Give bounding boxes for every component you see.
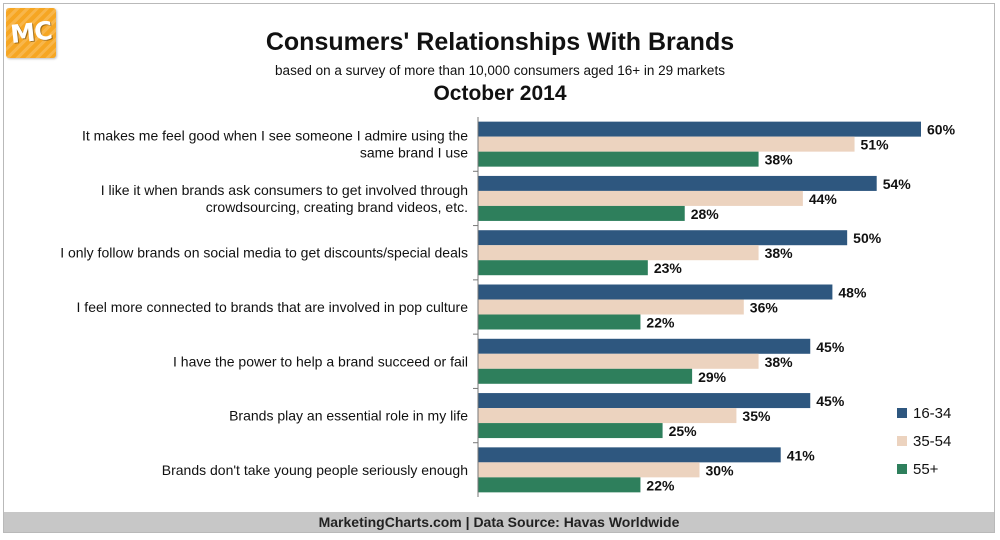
bar-35-54 bbox=[478, 136, 855, 152]
category-label-line: I feel more connected to brands that are… bbox=[77, 299, 469, 315]
category-label: It makes me feel good when I see someone… bbox=[82, 128, 468, 161]
category-label: Brands don't take young people seriously… bbox=[162, 462, 468, 478]
category-label-line: same brand I use bbox=[360, 145, 468, 161]
data-label: 45% bbox=[816, 339, 845, 355]
bar-16-34 bbox=[478, 338, 811, 354]
data-label: 28% bbox=[691, 206, 720, 222]
bar-16-34 bbox=[478, 230, 848, 246]
category-label-line: It makes me feel good when I see someone… bbox=[82, 128, 468, 144]
chart-title: Consumers' Relationships With Brands bbox=[265, 28, 735, 56]
category-label: I like it when brands ask consumers to g… bbox=[101, 182, 468, 215]
bar-16-34 bbox=[478, 121, 921, 137]
data-label: 38% bbox=[765, 354, 794, 370]
category-label-line: I like it when brands ask consumers to g… bbox=[101, 182, 468, 198]
chart-date: October 2014 bbox=[433, 82, 567, 105]
data-label: 51% bbox=[861, 137, 890, 153]
data-label: 45% bbox=[816, 393, 845, 409]
legend-swatch-35-54 bbox=[897, 436, 907, 446]
footer-source: MarketingCharts.com | Data Source: Havas… bbox=[4, 512, 994, 532]
bar-35-54 bbox=[478, 462, 700, 478]
chart-subtitle: based on a survey of more than 10,000 co… bbox=[275, 63, 725, 78]
category-label-line: crowdsourcing, creating brand videos, et… bbox=[206, 199, 468, 215]
data-label: 36% bbox=[750, 300, 779, 316]
data-label: 22% bbox=[646, 315, 675, 331]
bar-16-34 bbox=[478, 447, 781, 463]
legend-swatch-55+ bbox=[897, 464, 907, 474]
bar-16-34 bbox=[478, 284, 833, 300]
bar-35-54 bbox=[478, 245, 759, 261]
data-label: 30% bbox=[706, 462, 735, 478]
bar-55+ bbox=[478, 477, 641, 493]
category-label: I only follow brands on social media to … bbox=[60, 245, 468, 261]
data-label: 50% bbox=[853, 230, 882, 246]
bar-35-54 bbox=[478, 408, 737, 424]
data-label: 60% bbox=[927, 122, 956, 138]
data-label: 44% bbox=[809, 191, 838, 207]
category-label: Brands play an essential role in my life bbox=[229, 408, 468, 424]
legend-label: 16-34 bbox=[913, 405, 951, 422]
data-label: 35% bbox=[742, 408, 771, 424]
logo-pattern bbox=[6, 8, 56, 58]
bar-16-34 bbox=[478, 175, 877, 191]
data-label: 38% bbox=[765, 152, 794, 168]
bar-55+ bbox=[478, 368, 693, 384]
category-label: I have the power to help a brand succeed… bbox=[173, 353, 468, 369]
bar-35-54 bbox=[478, 299, 744, 315]
legend-label: 35-54 bbox=[913, 433, 951, 450]
bar-35-54 bbox=[478, 353, 759, 369]
bar-55+ bbox=[478, 423, 663, 439]
category-label-line: Brands don't take young people seriously… bbox=[162, 462, 468, 478]
data-label: 25% bbox=[669, 423, 698, 439]
legend-label: 55+ bbox=[913, 461, 939, 478]
marketingcharts-logo: MC bbox=[6, 8, 56, 58]
data-label: 38% bbox=[765, 245, 794, 261]
data-label: 41% bbox=[787, 447, 816, 463]
bar-16-34 bbox=[478, 393, 811, 409]
bar-55+ bbox=[478, 314, 641, 330]
data-label: 48% bbox=[838, 285, 867, 301]
data-label: 29% bbox=[698, 369, 727, 385]
category-label: I feel more connected to brands that are… bbox=[77, 299, 469, 315]
bar-55+ bbox=[478, 205, 685, 221]
bar-55+ bbox=[478, 151, 759, 167]
category-label-line: I only follow brands on social media to … bbox=[60, 245, 468, 261]
category-label-line: I have the power to help a brand succeed… bbox=[173, 353, 468, 369]
data-label: 54% bbox=[883, 176, 912, 192]
bar-35-54 bbox=[478, 190, 803, 206]
legend-swatch-16-34 bbox=[897, 408, 907, 418]
category-label-line: Brands play an essential role in my life bbox=[229, 408, 468, 424]
data-label: 22% bbox=[646, 477, 675, 493]
bar-55+ bbox=[478, 260, 648, 276]
data-label: 23% bbox=[654, 260, 683, 276]
